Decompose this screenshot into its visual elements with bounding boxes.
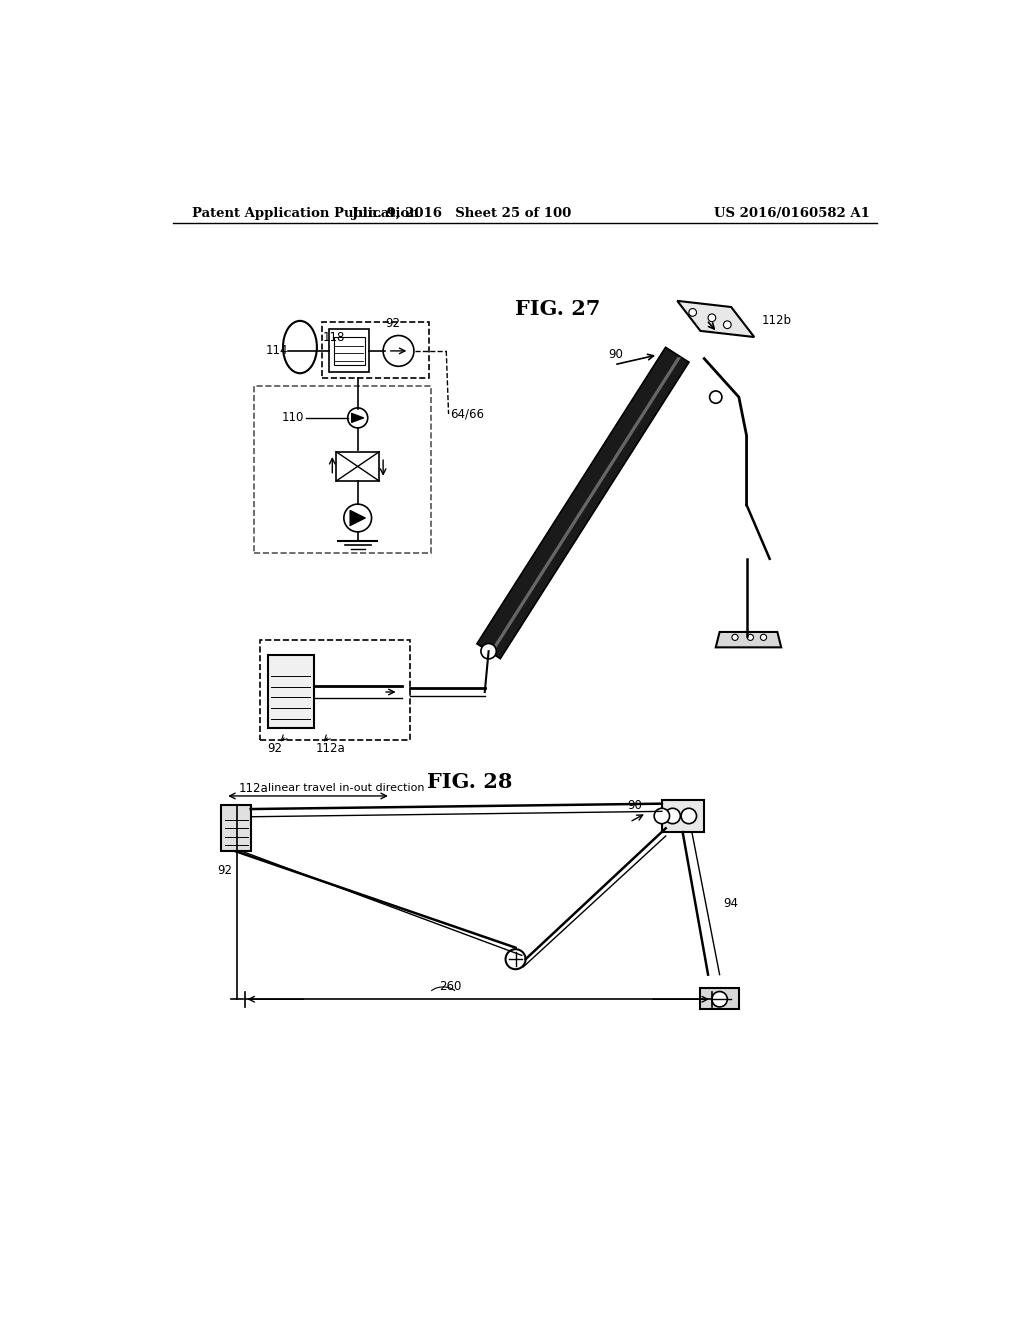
Bar [700,987,739,1010]
Bar [254,385,431,553]
Circle shape [748,635,754,640]
Text: 112a: 112a [240,781,269,795]
Polygon shape [716,632,781,647]
Circle shape [654,808,670,824]
Circle shape [383,335,414,367]
Text: 112a: 112a [315,742,345,755]
Circle shape [712,991,727,1007]
Polygon shape [350,511,366,525]
Circle shape [710,391,722,404]
Polygon shape [488,358,681,653]
Text: 90: 90 [628,799,642,812]
Text: 118: 118 [323,331,345,345]
Bar [221,805,251,851]
Text: Patent Application Publication: Patent Application Publication [193,207,419,220]
Text: 260: 260 [439,981,462,994]
Circle shape [681,808,696,824]
Text: Jun. 9, 2016 Sheet 25 of 100: Jun. 9, 2016 Sheet 25 of 100 [352,207,571,220]
Circle shape [506,949,525,969]
Circle shape [708,314,716,322]
Circle shape [732,635,738,640]
Polygon shape [477,347,689,659]
Circle shape [724,321,731,329]
Bar [322,322,429,378]
Circle shape [344,504,372,532]
Text: US 2016/0160582 A1: US 2016/0160582 A1 [714,207,869,220]
Text: 92: 92 [267,742,283,755]
Bar [662,800,705,832]
Bar [330,330,370,372]
Circle shape [689,309,696,317]
Text: 114: 114 [265,345,288,358]
Text: 92: 92 [217,865,232,878]
Text: FIG. 27: FIG. 27 [515,298,601,318]
Text: 92: 92 [385,317,399,330]
Circle shape [348,408,368,428]
Polygon shape [351,413,364,422]
Text: linear travel in-out direction: linear travel in-out direction [267,783,424,793]
Bar [260,640,410,739]
Text: 64/66: 64/66 [451,408,484,421]
Text: 90: 90 [608,348,623,362]
Text: FIG. 28: FIG. 28 [427,772,512,792]
Text: 94: 94 [724,898,738,911]
Ellipse shape [283,321,316,374]
Text: 112b: 112b [762,314,792,326]
Bar [267,655,313,729]
Circle shape [761,635,767,640]
Circle shape [665,808,680,824]
Bar [336,451,379,480]
Bar [334,337,365,364]
Circle shape [481,644,497,659]
Polygon shape [677,301,755,337]
Text: 110: 110 [282,412,304,425]
